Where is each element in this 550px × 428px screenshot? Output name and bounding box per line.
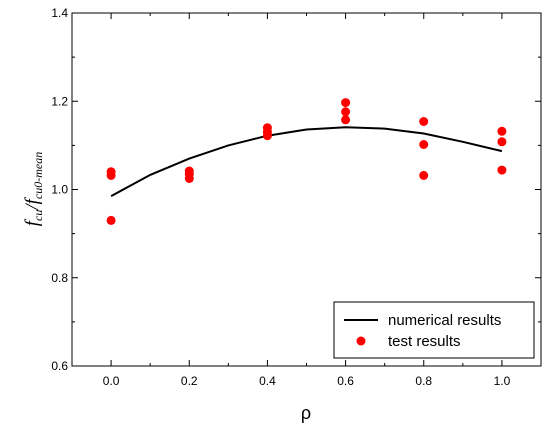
y-tick-label: 0.6: [51, 359, 68, 373]
series-line-numerical-results: [110, 126, 503, 197]
y-axis-ticks: 0.6 0.8 1.0 1.2 1.4: [51, 6, 541, 373]
y-tick-label: 0.8: [51, 271, 68, 285]
data-point-test-results: [106, 215, 116, 225]
data-point-test-results: [497, 165, 507, 175]
x-tick-label: 0.6: [337, 374, 354, 388]
y-axis-label-main: f: [22, 218, 43, 226]
data-point-test-results: [184, 174, 194, 183]
y-tick-label: 1.4: [51, 6, 68, 20]
data-point-test-results: [497, 126, 507, 136]
x-tick-label: 0.2: [181, 374, 198, 388]
y-axis-label-main2: f: [22, 196, 43, 204]
data-point-test-results: [341, 115, 351, 125]
data-point-test-results: [341, 107, 351, 117]
x-tick-label: 1.0: [494, 374, 511, 388]
x-axis-ticks: 0.0 0.2 0.4 0.6 0.8 1.0: [71, 13, 542, 388]
y-tick-label: 1.0: [51, 183, 68, 197]
x-tick-label: 0.4: [259, 374, 276, 388]
data-point-test-results: [419, 117, 429, 126]
data-point-test-results: [262, 131, 272, 141]
y-axis-label-sub1: cu: [31, 210, 45, 221]
legend-label-test: test results: [388, 333, 461, 350]
y-tick-label: 1.2: [51, 94, 68, 108]
legend-box: [333, 301, 535, 359]
y-axis-label-sub2: cu0-mean: [31, 152, 45, 199]
x-tick-label: 0.8: [415, 374, 432, 388]
y-axis-label-sep: /: [22, 203, 43, 211]
data-point-test-results: [497, 137, 507, 147]
data-point-test-results: [106, 170, 116, 180]
x-tick-label: 0.0: [103, 374, 120, 388]
y-axis-label: fcu/fcu0-mean: [22, 152, 45, 227]
legend: numerical results test results: [333, 301, 535, 359]
data-point-test-results: [419, 140, 429, 149]
legend-label-numerical: numerical results: [388, 312, 501, 329]
x-axis-label: ρ: [301, 403, 311, 423]
data-point-test-results: [341, 98, 351, 108]
legend-dot-marker: [356, 336, 366, 346]
plot-area: [106, 98, 507, 225]
data-point-test-results: [419, 170, 429, 180]
